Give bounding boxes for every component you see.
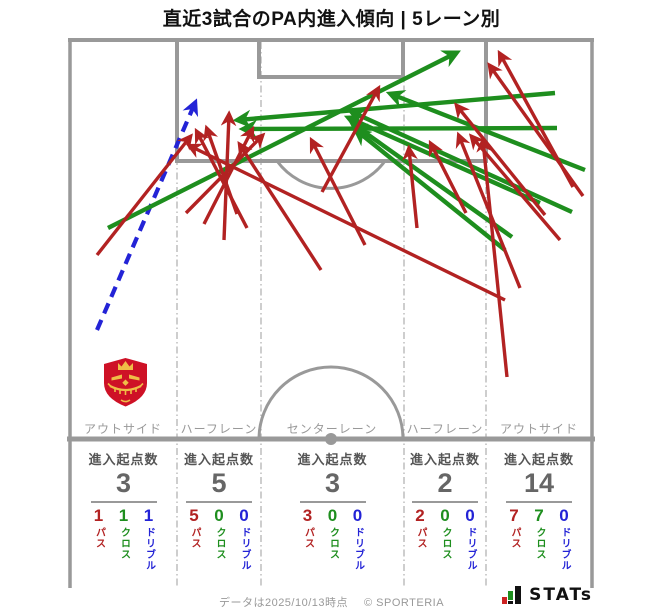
- entry-arrow-pass: [237, 141, 323, 271]
- stat-header: 進入起点数: [409, 452, 480, 467]
- stats-brand-logo: STATs: [502, 584, 593, 606]
- entry-total: 5: [211, 468, 227, 498]
- dribble-label: ドリブル: [352, 527, 364, 572]
- cross-count: 0: [327, 506, 338, 526]
- cross-label: クロス: [118, 527, 130, 561]
- copyright: © SPORTERIA: [364, 597, 445, 609]
- entry-arrow-pass: [194, 127, 249, 229]
- stat-column-outside-left: 進入起点数 3 1 パス 1 クロス 1 ドリブル: [70, 444, 177, 590]
- dribble-count: 0: [465, 506, 475, 526]
- dribble-count: 0: [352, 506, 363, 526]
- cross-count: 7: [534, 506, 544, 526]
- pass-count: 2: [415, 506, 425, 526]
- pass-label: パス: [415, 527, 426, 550]
- divider-line: [90, 501, 157, 504]
- pass-label: パス: [302, 527, 314, 550]
- page-title: 直近3試合のPA内進入傾向 | 5レーン別: [162, 9, 501, 30]
- dribble-count: 1: [143, 506, 154, 526]
- entry-total: 3: [115, 468, 132, 498]
- entry-arrow-pass: [455, 131, 522, 289]
- pass-count: 3: [302, 506, 313, 526]
- goal-area: [257, 38, 405, 79]
- cross-count: 1: [118, 506, 129, 526]
- entry-arrow-cross: [343, 114, 541, 206]
- penalty-area: [175, 38, 488, 163]
- pass-count: 7: [509, 506, 519, 526]
- lane-label-outside-right: アウトサイド: [499, 422, 579, 436]
- team-crest-logo: [104, 358, 147, 407]
- stat-column-center: 進入起点数 3 3 パス 0 クロス 0 ドリブル: [261, 444, 404, 590]
- entry-arrow-pass: [320, 84, 381, 193]
- divider-line: [186, 501, 252, 504]
- stat-header: 進入起点数: [503, 452, 574, 467]
- data-timestamp: データは2025/10/13時点: [218, 597, 349, 609]
- bar-chart-icon: [502, 586, 522, 604]
- entry-total: 3: [324, 468, 341, 498]
- entry-arrow-cross: [348, 120, 514, 239]
- stat-header: 進入起点数: [88, 452, 159, 467]
- entry-arrow-pass: [428, 139, 468, 214]
- pass-label: パス: [509, 527, 520, 550]
- lane-label-center: センターレーン: [286, 422, 378, 436]
- entry-arrow-pass: [402, 144, 419, 229]
- entry-arrow-pass: [95, 133, 193, 257]
- entry-arrow-pass: [185, 143, 506, 302]
- entry-arrow-pass: [203, 124, 239, 215]
- center-circle: [257, 365, 405, 437]
- stat-column-outside-right: 進入起点数 14 7 パス 7 クロス 0 ドリブル: [486, 444, 592, 590]
- stat-column-half-left: 進入起点数 5 5 パス 0 クロス 0 ドリブル: [177, 444, 261, 590]
- dribble-label: ドリブル: [465, 527, 476, 572]
- entry-arrow-cross: [346, 108, 573, 215]
- dribble-count: 0: [239, 506, 249, 526]
- entry-arrow-pass: [476, 136, 509, 378]
- entry-arrow-cross: [352, 127, 507, 252]
- brand-name: STATs: [529, 585, 593, 605]
- pass-count: 5: [189, 506, 199, 526]
- entry-arrow-cross: [107, 50, 461, 230]
- entry-total: 14: [523, 468, 555, 498]
- dribble-label: ドリブル: [143, 527, 155, 572]
- stat-header: 進入起点数: [297, 452, 368, 467]
- entry-total: 2: [437, 468, 453, 498]
- stat-header: 進入起点数: [183, 452, 254, 467]
- penalty-arc: [275, 160, 387, 190]
- dribble-count: 0: [559, 506, 569, 526]
- cross-label: クロス: [534, 527, 545, 561]
- cross-label: クロス: [327, 527, 339, 561]
- pass-count: 1: [93, 506, 104, 526]
- entry-arrows-layer: [95, 49, 586, 378]
- lane-label-outside-left: アウトサイド: [83, 422, 163, 436]
- cross-count: 0: [440, 506, 450, 526]
- footer-note: データは2025/10/13時点 © SPORTERIA: [0, 594, 663, 610]
- lane-label-half-left: ハーフレーン: [180, 422, 258, 436]
- divider-line: [506, 501, 572, 504]
- cross-label: クロス: [214, 527, 225, 561]
- entry-arrow-cross: [238, 119, 558, 139]
- pass-label: パス: [189, 527, 200, 550]
- entry-arrow-pass: [468, 133, 562, 242]
- cross-label: クロス: [440, 527, 451, 561]
- divider-line: [412, 501, 478, 504]
- cross-count: 0: [214, 506, 224, 526]
- pass-label: パス: [93, 527, 105, 550]
- stat-column-half-right: 進入起点数 2 2 パス 0 クロス 0 ドリブル: [404, 444, 486, 590]
- lane-label-half-right: ハーフレーン: [406, 422, 484, 436]
- entry-arrow-pass: [497, 49, 575, 188]
- divider-line: [299, 501, 366, 504]
- entry-arrow-cross: [385, 90, 586, 173]
- entry-arrow-dribble: [95, 98, 199, 331]
- dribble-label: ドリブル: [559, 527, 570, 572]
- entry-arrow-pass: [454, 102, 547, 217]
- dribble-label: ドリブル: [239, 527, 250, 572]
